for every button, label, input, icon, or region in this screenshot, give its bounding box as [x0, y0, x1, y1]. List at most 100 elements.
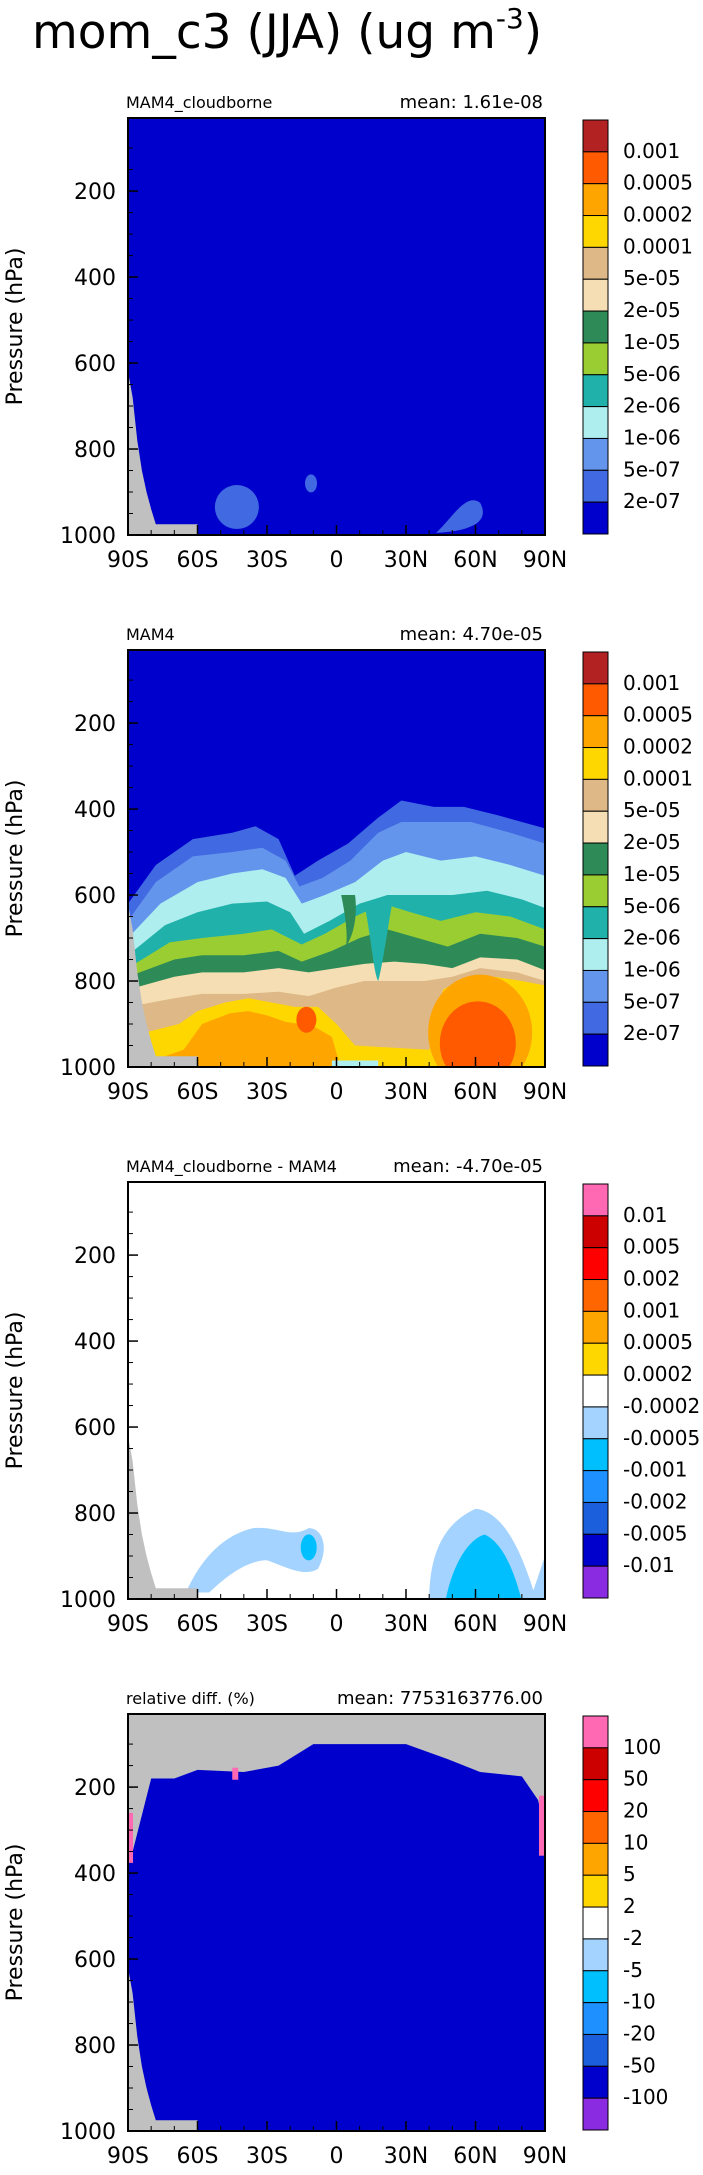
- colorbar-box: [582, 1001, 609, 1035]
- figure-title-main: mom_c3 (JJA) (ug m: [32, 5, 496, 60]
- colorbar-label: 0.0001: [623, 234, 693, 258]
- y-axis-label: Pressure (hPa): [3, 1312, 28, 1470]
- figure-title-exponent: -3: [496, 2, 524, 35]
- colorbar-label: 1e-06: [623, 957, 681, 981]
- colorbar-box: [582, 1438, 609, 1472]
- x-tick-label: 30N: [384, 1080, 428, 1105]
- y-tick-label: 1000: [60, 524, 116, 549]
- colorbar-label: 5e-05: [623, 266, 681, 290]
- colorbar-label: -50: [623, 2053, 656, 2077]
- colorbar-label: 5e-06: [623, 362, 681, 386]
- colorbar-box: [582, 1533, 609, 1567]
- plot-area: [128, 650, 545, 1067]
- colorbar-label: -0.0002: [623, 1394, 700, 1418]
- field-tongue: [364, 903, 393, 982]
- colorbar-label: -5: [623, 1958, 643, 1982]
- colorbar-box: [582, 437, 609, 471]
- colorbar-box: [582, 906, 609, 940]
- x-tick-label: 0: [330, 1080, 344, 1105]
- y-tick-label: 600: [74, 884, 116, 909]
- x-tick-label: 30S: [246, 1612, 288, 1637]
- field-blob-neg-0.0005: [445, 1534, 522, 1599]
- colorbar-box: [582, 246, 609, 280]
- y-tick-label: 600: [74, 352, 116, 377]
- colorbar-label: 0.01: [623, 1203, 668, 1227]
- colorbar-label: -2: [623, 1926, 643, 1950]
- x-tick-label: 60S: [177, 548, 219, 573]
- x-tick-label: 30S: [246, 2144, 288, 2169]
- colorbar-label: 0.0005: [623, 703, 693, 727]
- panel-4: relative diff. (%) mean: 7753163776.00 200…: [3, 1688, 668, 2169]
- colorbar-box: [582, 310, 609, 344]
- x-tick-label: 30S: [246, 1080, 288, 1105]
- panel-title-left: MAM4: [126, 625, 175, 644]
- panel-3: MAM4_cloudborne - MAM4 mean: -4.70e-05 200…: [3, 1156, 700, 1637]
- colorbar-box: [582, 1565, 609, 1599]
- y-tick-label: 1000: [60, 1588, 116, 1613]
- colorbar-label: 5e-05: [623, 798, 681, 822]
- field-pos-100: [128, 1812, 133, 1863]
- colorbar-label: 5: [623, 1862, 636, 1886]
- field-missing: [128, 1714, 545, 1856]
- colorbar-box: [582, 1747, 609, 1781]
- panel-1: MAM4_cloudborne mean: 1.61e-08 200 400 600 80…: [3, 92, 693, 573]
- colorbar-box: [582, 342, 609, 376]
- colorbar-box: [582, 747, 609, 780]
- colorbar-box: [582, 215, 609, 248]
- y-tick-label: 200: [74, 1244, 116, 1269]
- y-tick-label: 400: [74, 1330, 116, 1355]
- x-tick-label: 30S: [246, 548, 288, 573]
- field-near-zero: [128, 1182, 545, 1599]
- plot-area: [128, 1714, 545, 2131]
- colorbar-box: [582, 1247, 609, 1281]
- panels: MAM4_cloudborne mean: 1.61e-0820040060080…: [3, 92, 700, 2169]
- colorbar-box: [582, 969, 609, 1003]
- colorbar-box: [582, 1033, 609, 1067]
- colorbar-box: [582, 1406, 609, 1440]
- colorbar-box: [582, 2097, 609, 2131]
- field-tongue: [341, 895, 356, 947]
- colorbar-label: 0.0002: [623, 735, 693, 759]
- field-blob-0.0005: [439, 1001, 516, 1067]
- colorbar-box: [582, 842, 609, 876]
- colorbar-box: [582, 651, 609, 685]
- x-tick-label: 0: [330, 548, 344, 573]
- field-blob-2e-07: [214, 485, 259, 530]
- y-tick-label: 200: [74, 180, 116, 205]
- x-tick-label: 30N: [384, 1612, 428, 1637]
- colorbar-box: [582, 874, 609, 908]
- y-tick-label: 600: [74, 1948, 116, 1973]
- colorbar-box: [582, 938, 609, 971]
- colorbar-box: [582, 374, 609, 408]
- panel-title-right: mean: 7753163776.00: [337, 1688, 543, 1709]
- land-mask: [128, 1967, 198, 2131]
- field-pos-100: [232, 1767, 239, 1780]
- colorbar-box: [582, 119, 609, 153]
- panel-title-left: relative diff. (%): [126, 1689, 255, 1708]
- x-tick-label: 90S: [107, 2144, 149, 2169]
- y-tick-label: 800: [74, 438, 116, 463]
- x-tick-label: 0: [330, 2144, 344, 2169]
- colorbar-box: [582, 501, 609, 535]
- colorbar-box: [582, 278, 609, 312]
- colorbar-label: 0.0001: [623, 766, 693, 790]
- y-tick-label: 1000: [60, 1056, 116, 1081]
- panel-title-right: mean: 1.61e-08: [400, 92, 543, 113]
- colorbar-box: [582, 715, 609, 749]
- colorbar-box: [582, 683, 609, 717]
- y-tick-label: 800: [74, 970, 116, 995]
- colorbar-label: 0.001: [623, 671, 680, 695]
- colorbar-label: -100: [623, 2085, 668, 2109]
- y-tick-label: 200: [74, 1776, 116, 1801]
- field-blob-0.0005: [296, 1006, 317, 1033]
- colorbar-box: [582, 1279, 609, 1312]
- colorbar-label: 2e-07: [623, 1021, 681, 1045]
- colorbar-label: 0.0002: [623, 1362, 693, 1386]
- x-tick-label: 60N: [453, 548, 497, 573]
- y-tick-label: 800: [74, 2034, 116, 2059]
- x-tick-label: 60S: [177, 1080, 219, 1105]
- colorbar-label: -0.001: [623, 1458, 687, 1482]
- colorbar-box: [582, 1842, 609, 1876]
